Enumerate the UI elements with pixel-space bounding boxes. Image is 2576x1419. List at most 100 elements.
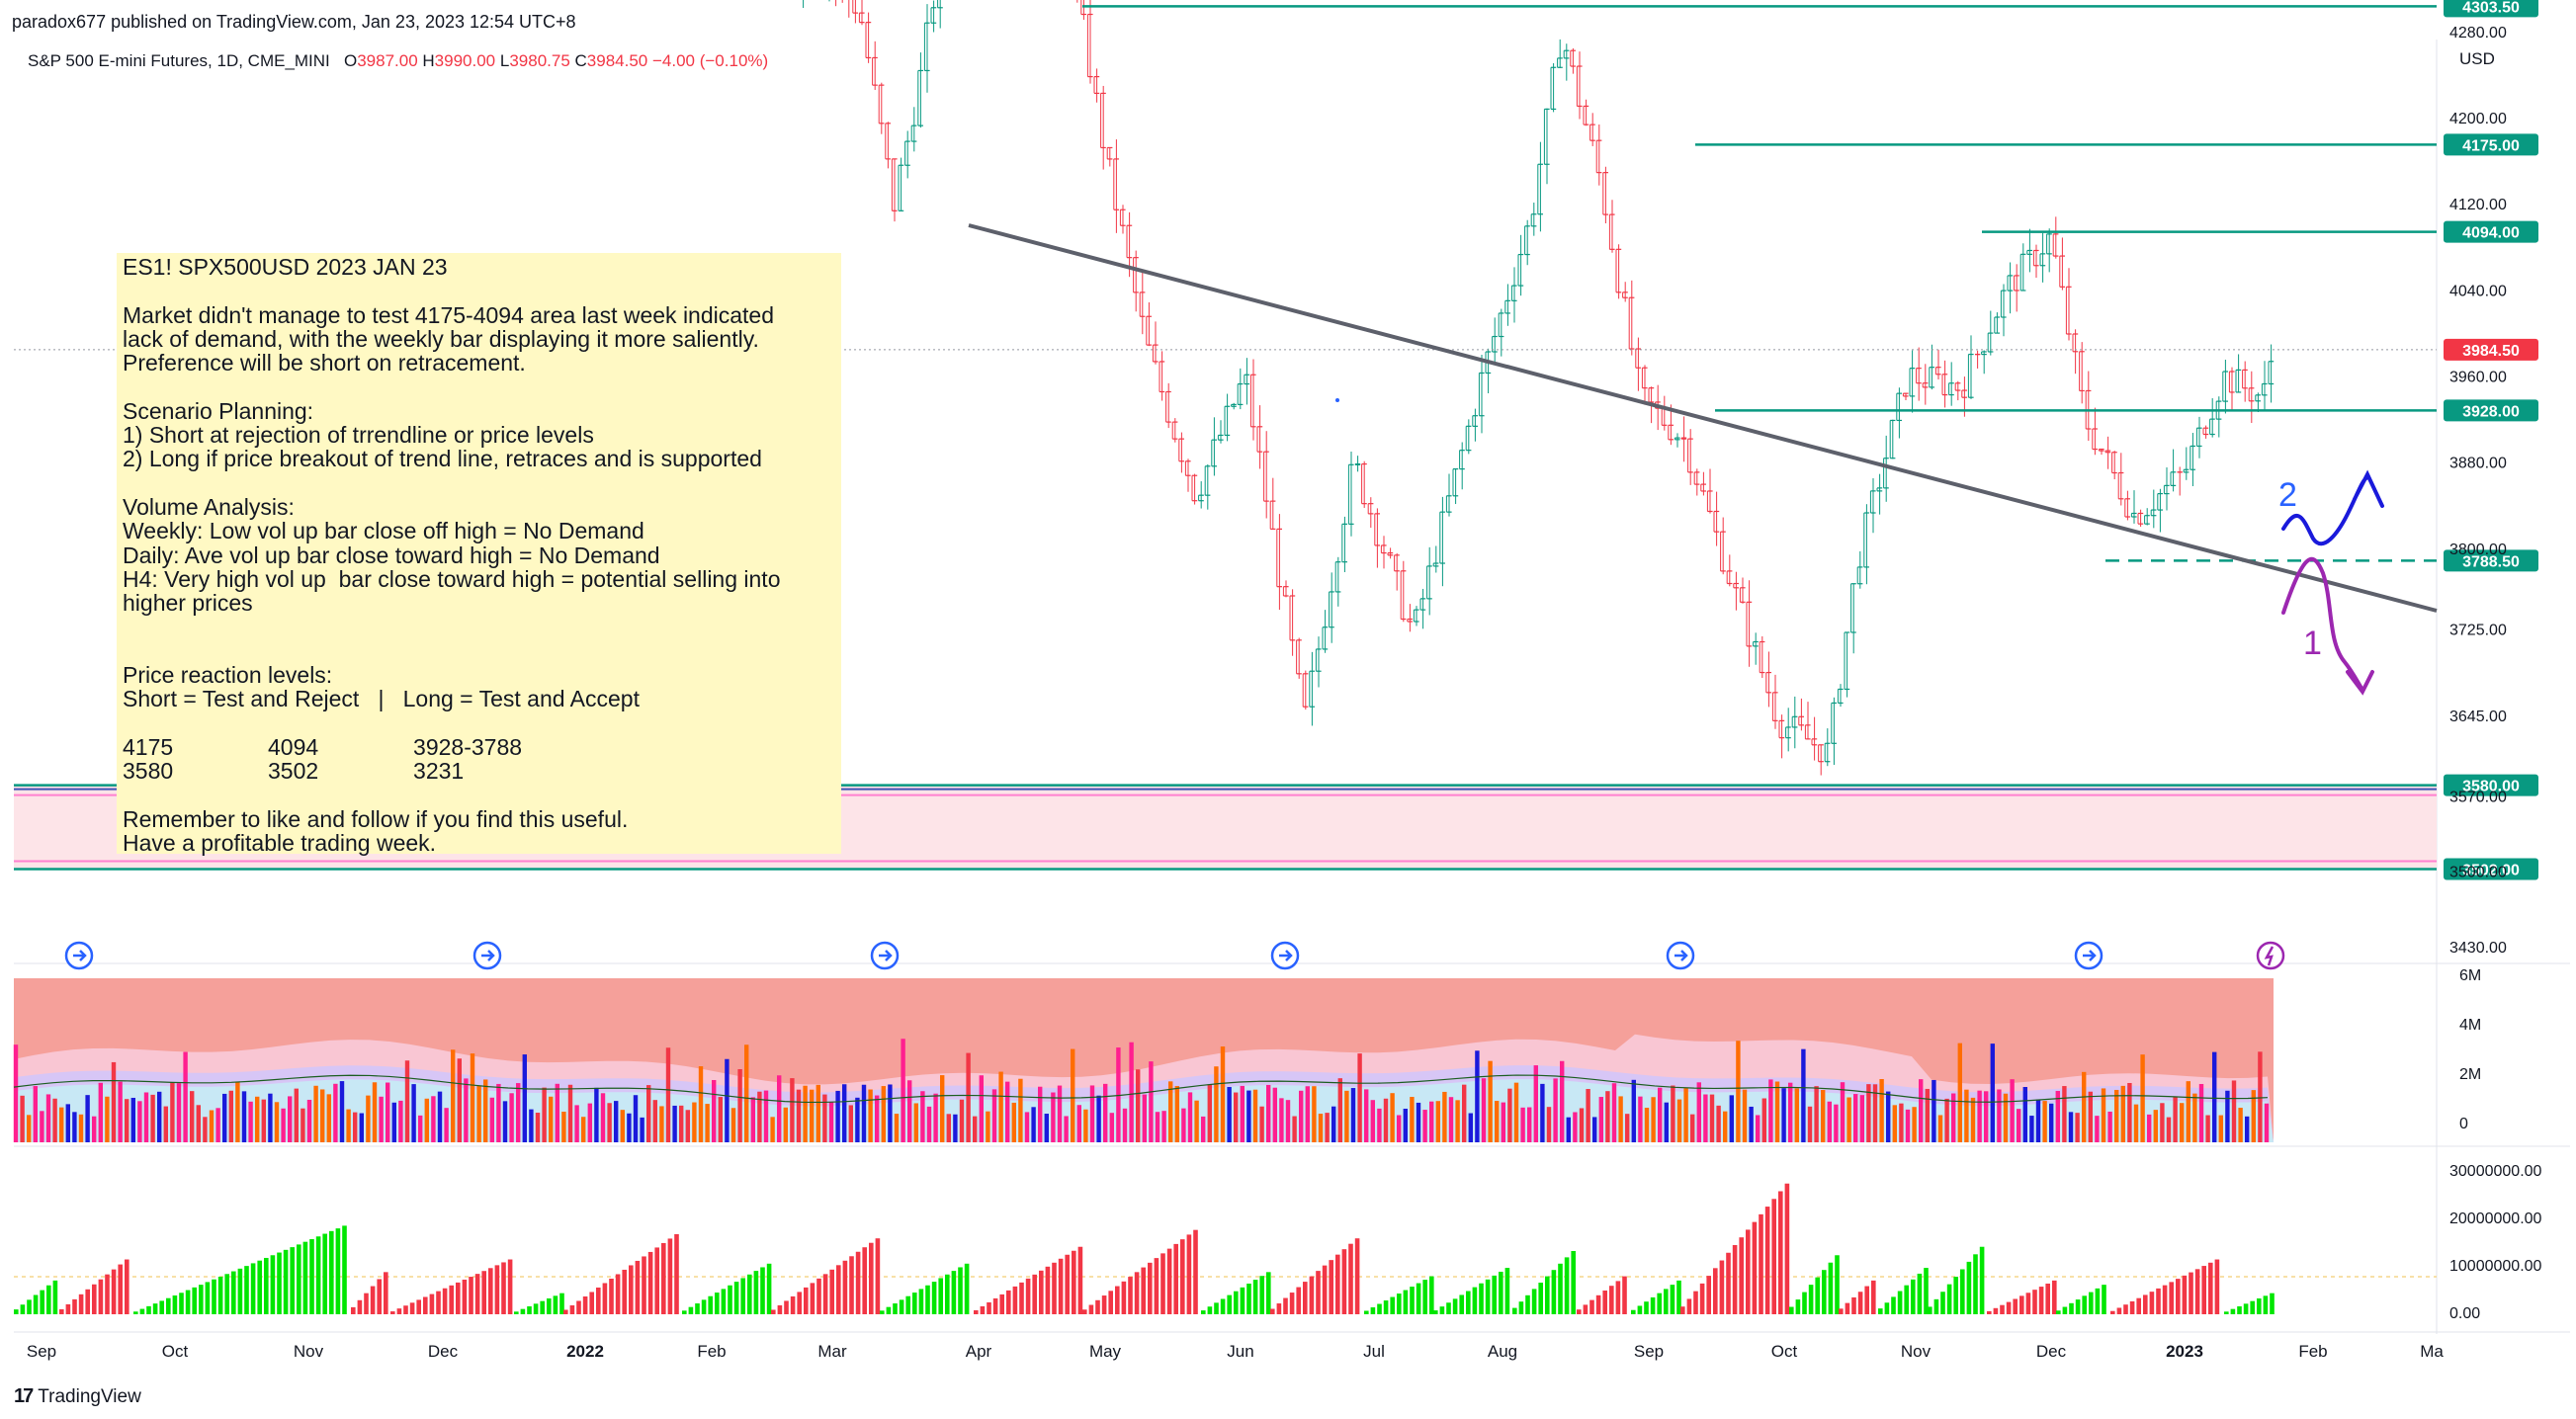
cumulative-volume-bar xyxy=(816,1278,821,1314)
cumulative-volume-bar xyxy=(2214,1259,2220,1314)
volume-bar xyxy=(313,1085,318,1142)
volume-bar xyxy=(535,1113,541,1142)
cumulative-volume-bar xyxy=(1065,1254,1070,1314)
volume-bar xyxy=(620,1110,625,1142)
volume-bar xyxy=(1736,1041,1741,1142)
cumulative-volume-bar xyxy=(1953,1277,1958,1314)
time-tick-label: Ma xyxy=(2420,1342,2444,1361)
cumulative-volume-bar xyxy=(1227,1294,1232,1314)
volume-bar xyxy=(646,1085,651,1142)
cumulative-volume-bar xyxy=(65,1303,71,1314)
volume-bar xyxy=(1455,1100,1460,1142)
cumulative-volume-bar xyxy=(1259,1276,1264,1314)
cumulative-volume-bar xyxy=(1101,1295,1107,1314)
volume-bar xyxy=(143,1092,149,1142)
price-level-label: 4175.00 xyxy=(2444,133,2538,156)
cumulative-volume-bar xyxy=(1485,1279,1491,1314)
volume-bar xyxy=(268,1093,273,1142)
cumulative-volume-bar xyxy=(390,1311,395,1314)
ohlc-key: O xyxy=(343,51,358,70)
cumulative-volume-bar xyxy=(1108,1291,1113,1314)
volume-bar xyxy=(1240,1085,1245,1142)
symbol-legend[interactable]: S&P 500 E-mini Futures, 1D, CME_MINI O39… xyxy=(28,51,768,71)
volume-bar xyxy=(1038,1086,1043,1142)
cumulative-volume-bar xyxy=(1220,1298,1226,1314)
cumulative-volume-bar xyxy=(875,1238,881,1314)
cumulative-volume-bar xyxy=(1082,1309,1087,1314)
volume-bar xyxy=(2107,1111,2112,1142)
volume-bar xyxy=(522,1054,527,1142)
cumulative-volume-bar xyxy=(1504,1268,1510,1314)
volume-bar xyxy=(78,1114,84,1142)
cumulative-volume-bar xyxy=(553,1295,558,1314)
cumulative-volume-bar xyxy=(1706,1276,1711,1314)
volume-bar xyxy=(1618,1096,1623,1142)
volume-bar xyxy=(907,1080,912,1142)
cumulative-volume-bar xyxy=(1121,1281,1127,1314)
price-level-label: 4303.50 xyxy=(2444,0,2538,18)
cumulative-volume-bar xyxy=(2019,1295,2024,1314)
cumulative-volume-bar xyxy=(2052,1280,2057,1314)
cumulative-volume-bar xyxy=(2110,1310,2115,1314)
volume-bar xyxy=(933,1093,938,1142)
price-level-label: 3984.50 xyxy=(2444,338,2538,361)
cumulative-volume-bar xyxy=(1201,1310,1206,1314)
volume-bar xyxy=(1651,1097,1656,1142)
volume-bar xyxy=(1383,1098,1389,1142)
cumulative-volume-bar xyxy=(1303,1282,1308,1314)
cumulative-volume-bar xyxy=(1960,1269,1965,1314)
volume-bar xyxy=(581,1117,586,1142)
volume-bar xyxy=(2245,1116,2250,1142)
volume-tick-label: 4M xyxy=(2459,1017,2481,1034)
cumulative-volume-bar xyxy=(1759,1213,1763,1314)
cumulative-volume-bar xyxy=(2250,1300,2255,1314)
volume-bar xyxy=(418,1115,423,1142)
cumulative-volume-bar xyxy=(1329,1260,1333,1314)
cumulative-volume-bar xyxy=(172,1294,178,1314)
volume-bar xyxy=(1644,1108,1650,1142)
volume-bar xyxy=(404,1060,410,1142)
volume-bar xyxy=(1859,1095,1864,1142)
tradingview-footer[interactable]: 17 TradingView xyxy=(14,1385,141,1408)
volume-bar xyxy=(614,1101,619,1142)
volume-bar xyxy=(1553,1078,1558,1142)
note-line: Volume Analysis: xyxy=(123,493,295,520)
cumulative-volume-bar xyxy=(1871,1280,1876,1314)
volume-bar xyxy=(1801,1048,1806,1142)
volume-bar xyxy=(1377,1108,1382,1142)
cumulative-volume-bar xyxy=(596,1287,601,1314)
trendline xyxy=(968,223,2438,613)
cumulative-volume-bar xyxy=(1987,1310,1992,1314)
cumulative-volume-bar xyxy=(2025,1293,2031,1314)
volume-bar xyxy=(946,1114,951,1142)
cumulative-volume-bar xyxy=(1752,1221,1758,1314)
cumulative-volume-bar xyxy=(166,1297,171,1314)
volume-bar xyxy=(1403,1108,1408,1142)
cumulative-volume-bar xyxy=(582,1295,588,1314)
cumulative-volume-bar xyxy=(1019,1282,1024,1314)
volume-bar xyxy=(574,1105,579,1142)
volume-bar xyxy=(627,1113,632,1142)
volume-bar xyxy=(2186,1081,2190,1142)
volume-bar xyxy=(1064,1116,1069,1142)
time-tick-label: Nov xyxy=(294,1342,324,1361)
volume-bar xyxy=(1305,1086,1310,1142)
volume-bar xyxy=(1827,1101,1832,1142)
volume-bar xyxy=(1168,1081,1173,1142)
cumulative-volume-bar xyxy=(527,1306,532,1314)
volume-bar xyxy=(652,1100,657,1142)
volume-bar xyxy=(1761,1098,1766,1142)
volume-bar xyxy=(894,1114,900,1142)
cumulative-volume-bar xyxy=(46,1285,51,1314)
cumulative-volume-bar xyxy=(1088,1304,1094,1314)
cumulative-volume-bar xyxy=(1571,1251,1576,1314)
cumulative-volume-bar xyxy=(905,1295,910,1314)
volume-bar xyxy=(326,1094,331,1142)
volume-bar xyxy=(979,1075,984,1142)
volume-bar xyxy=(1696,1082,1701,1142)
volume-bar xyxy=(763,1090,769,1142)
cumulative-volume-bar xyxy=(2263,1295,2269,1314)
cumulative-volume-bar xyxy=(1622,1276,1627,1314)
volume-bar xyxy=(2173,1096,2178,1142)
volume-bar xyxy=(20,1095,25,1142)
